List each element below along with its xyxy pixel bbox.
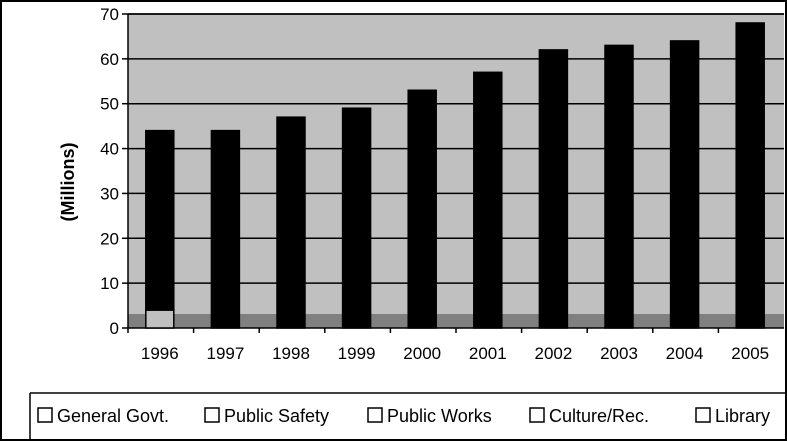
bar-public-safety-1997 xyxy=(210,129,241,329)
legend-swatch xyxy=(37,407,53,423)
bar-general-govt-1996 xyxy=(145,309,175,329)
bar-public-safety-2002 xyxy=(538,49,569,329)
x-tick-label: 2001 xyxy=(469,344,507,363)
x-tick-label: 2000 xyxy=(403,344,441,363)
x-tick-label: 1999 xyxy=(338,344,376,363)
legend-label: Public Safety xyxy=(224,406,329,426)
x-tick-label: 2004 xyxy=(666,344,704,363)
bar-public-safety-2001 xyxy=(473,71,503,329)
bar-public-safety-1998 xyxy=(276,116,306,329)
x-tick-label: 1998 xyxy=(272,344,310,363)
legend: General Govt. Public Safety Public Works Cu… xyxy=(29,392,786,441)
bar-public-safety-2000 xyxy=(407,89,437,329)
y-tick-label: 50 xyxy=(100,95,119,114)
y-tick-label: 10 xyxy=(100,274,119,293)
bar-public-safety-1999 xyxy=(341,107,372,329)
y-axis: 0 10 20 30 40 50 60 70 xyxy=(100,5,129,338)
bar-public-safety-1996 xyxy=(145,129,175,311)
y-tick-label: 30 xyxy=(100,184,119,203)
legend-swatch xyxy=(529,407,545,423)
y-axis-label: (Millions) xyxy=(58,143,78,222)
legend-label: General Govt. xyxy=(57,406,169,426)
y-tick-label: 60 xyxy=(100,50,119,69)
y-tick-label: 70 xyxy=(100,5,119,24)
bar-public-safety-2003 xyxy=(604,44,634,329)
x-tick-label: 2002 xyxy=(534,344,572,363)
x-tick-label: 1996 xyxy=(141,344,179,363)
y-tick-label: 40 xyxy=(100,140,119,159)
legend-label: Library xyxy=(715,406,770,426)
y-tick-label: 20 xyxy=(100,229,119,248)
x-tick-label: 1997 xyxy=(206,344,244,363)
x-tick-label: 2005 xyxy=(731,344,769,363)
bars xyxy=(145,22,765,329)
bar-public-safety-2005 xyxy=(735,22,765,329)
legend-swatch xyxy=(204,407,220,423)
x-tick-label: 2003 xyxy=(600,344,638,363)
legend-swatch xyxy=(367,407,383,423)
bar-public-safety-2004 xyxy=(669,40,700,329)
legend-label: Public Works xyxy=(387,406,492,426)
legend-swatch xyxy=(695,407,711,423)
legend-label: Culture/Rec. xyxy=(549,406,649,426)
y-tick-label: 0 xyxy=(110,319,119,338)
